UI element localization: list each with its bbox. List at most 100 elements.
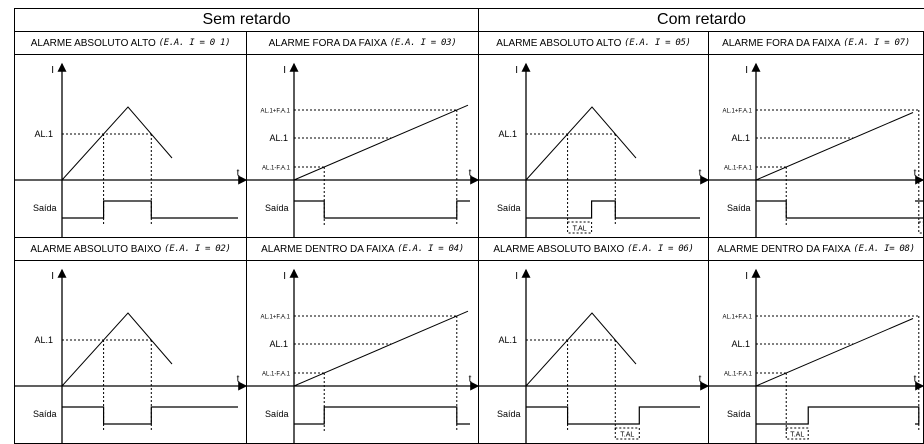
panel-title-text: ALARME ABSOLUTO ALTO	[496, 37, 622, 49]
group-label: Sem retardo	[202, 11, 291, 28]
output-label: Saída	[265, 409, 289, 419]
panel-title: ALARME ABSOLUTO BAIXO (E.A. I = 02)	[15, 238, 246, 261]
al1-label: AL.1	[34, 129, 53, 139]
alarm-chart: It Saída AL.1+F.A.1 AL.1 AL.1-F.A.1 T.AL	[709, 268, 923, 443]
upper-band-label: AL.1+F.A.1	[722, 109, 752, 115]
output-signal	[294, 406, 470, 425]
output-signal	[526, 200, 700, 219]
y-axis-symbol: I	[51, 65, 54, 76]
panel-parameter: (E.A. I = 07)	[843, 38, 910, 48]
x-axis-symbol: t	[914, 374, 917, 385]
panel-title-text: ALARME DENTRO DA FAIXA	[717, 243, 851, 255]
y-axis-symbol: I	[51, 271, 54, 282]
y-axis-symbol: I	[515, 271, 518, 282]
process-curve	[755, 318, 914, 387]
output-signal	[294, 200, 470, 219]
panel-title: ALARME ABSOLUTO ALTO (E.A. I = 05)	[479, 32, 708, 55]
al1-label: AL.1	[269, 339, 288, 349]
alarm-chart: It Saída AL.1+F.A.1 AL.1 AL.1-F.A.1	[247, 62, 478, 237]
panel-title: ALARME FORA DA FAIXA (E.A. I = 03)	[247, 32, 478, 55]
panel-parameter: (E.A. I = 0 1)	[158, 38, 231, 48]
alarm-chart: It Saída AL.1 T.AL	[479, 62, 708, 237]
panel-title-text: ALARME FORA DA FAIXA	[268, 37, 388, 49]
delay-box	[567, 221, 593, 234]
delay-label: T.AL	[790, 432, 804, 439]
al1-label: AL.1	[731, 339, 750, 349]
upper-band-label: AL.1+F.A.1	[260, 315, 290, 321]
process-curve	[293, 310, 469, 387]
y-axis-symbol: I	[283, 65, 286, 76]
y-axis-symbol: I	[515, 65, 518, 76]
al1-label: AL.1	[269, 133, 288, 143]
delay-label: T.AL	[620, 432, 634, 439]
alarm-chart: It Saída AL.1 T.AL	[479, 268, 708, 443]
panel-title: ALARME ABSOLUTO BAIXO (E.A. I = 06)	[479, 238, 708, 261]
lower-band-label: AL.1-F.A.1	[262, 166, 291, 172]
alarm-diagram: Sem retardo Com retardo ALARME ABSOLUTO …	[14, 8, 924, 444]
al1-label: AL.1	[498, 335, 517, 345]
alarm-chart: It Saída AL.1	[15, 62, 246, 237]
x-axis-symbol: t	[237, 374, 240, 385]
group-label: Com retardo	[657, 11, 746, 28]
delay-label: T.AL	[573, 226, 587, 233]
output-signal	[62, 406, 238, 425]
delay-box	[918, 221, 923, 234]
process-curve	[293, 104, 469, 181]
process-curve	[525, 106, 637, 181]
panel-title-text: ALARME ABSOLUTO ALTO	[30, 37, 156, 49]
output-label: Saída	[497, 203, 521, 213]
alarm-chart: It Saída AL.1	[15, 268, 246, 443]
output-label: Saída	[497, 409, 521, 419]
lower-band-label: AL.1-F.A.1	[262, 372, 291, 378]
y-axis-symbol: I	[745, 65, 748, 76]
lower-band-label: AL.1-F.A.1	[724, 166, 753, 172]
panel-parameter: (E.A. I = 04)	[397, 244, 464, 254]
process-curve	[755, 112, 914, 181]
x-axis-symbol: t	[237, 168, 240, 179]
delay-label: T.AL	[923, 226, 924, 233]
al1-label: AL.1	[731, 133, 750, 143]
upper-band-label: AL.1+F.A.1	[260, 109, 290, 115]
panel-parameter: (E.A. I = 02)	[164, 244, 231, 254]
panel-title-text: ALARME DENTRO DA FAIXA	[261, 243, 395, 255]
process-curve	[525, 312, 637, 387]
al1-label: AL.1	[498, 129, 517, 139]
panel-parameter: (E.A. I = 03)	[389, 38, 457, 48]
output-label: Saída	[727, 409, 751, 419]
process-curve	[61, 312, 173, 387]
group-header-com-retardo: Com retardo	[478, 8, 924, 32]
panel-parameter: (E.A. I = 06)	[627, 244, 694, 254]
group-header-sem-retardo: Sem retardo	[14, 8, 479, 32]
x-axis-symbol: t	[699, 374, 702, 385]
lower-band-label: AL.1-F.A.1	[724, 372, 753, 378]
panel-title: ALARME DENTRO DA FAIXA (E.A. I= 08)	[709, 238, 923, 261]
y-axis-symbol: I	[283, 271, 286, 282]
panel-parameter: (E.A. I= 08)	[853, 244, 915, 254]
upper-band-label: AL.1+F.A.1	[722, 315, 752, 321]
output-signal	[526, 406, 700, 425]
panel-title-text: ALARME ABSOLUTO BAIXO	[493, 243, 625, 255]
panel-parameter: (E.A. I = 05)	[624, 38, 691, 48]
output-label: Saída	[33, 203, 57, 213]
alarm-chart: It Saída AL.1+F.A.1 AL.1 AL.1-F.A.1	[247, 268, 478, 443]
panel-title-text: ALARME ABSOLUTO BAIXO	[30, 243, 162, 255]
x-axis-symbol: t	[699, 168, 702, 179]
output-signal	[62, 200, 238, 219]
x-axis-symbol: t	[914, 168, 917, 179]
panel-title: ALARME ABSOLUTO ALTO (E.A. I = 0 1)	[15, 32, 246, 55]
panel-title: ALARME FORA DA FAIXA (E.A. I = 07)	[709, 32, 923, 55]
output-label: Saída	[265, 203, 289, 213]
x-axis-symbol: t	[469, 168, 472, 179]
output-label: Saída	[33, 409, 57, 419]
panel-title-text: ALARME FORA DA FAIXA	[722, 37, 841, 49]
panel-title: ALARME DENTRO DA FAIXA (E.A. I = 04)	[247, 238, 478, 261]
output-signal	[756, 406, 920, 425]
al1-label: AL.1	[34, 335, 53, 345]
y-axis-symbol: I	[745, 271, 748, 282]
